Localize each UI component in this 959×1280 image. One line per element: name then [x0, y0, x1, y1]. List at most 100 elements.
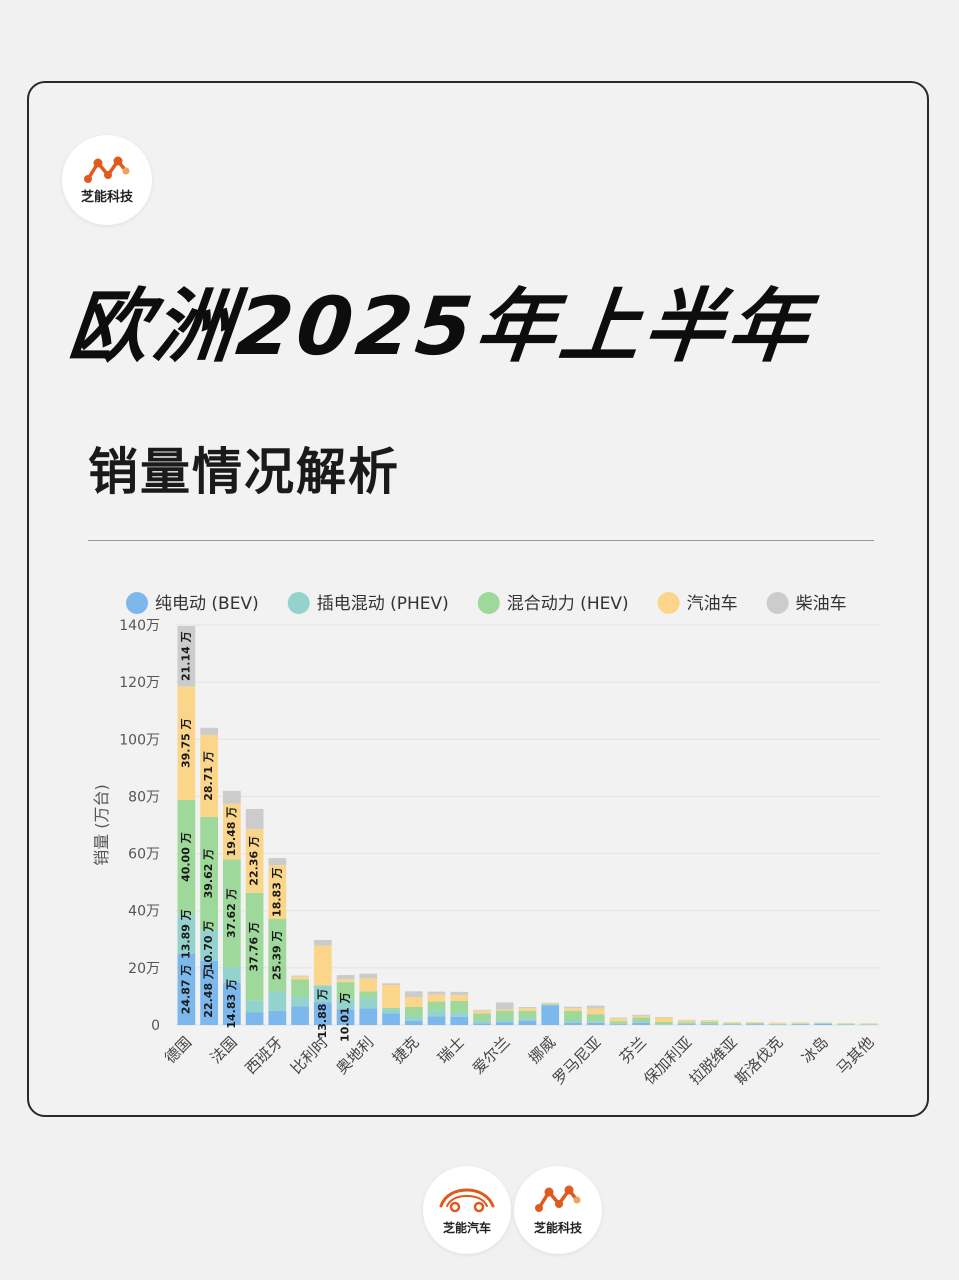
bar-segment: [746, 1024, 764, 1025]
bar-segment: [200, 960, 218, 1025]
data-label: 13.89 万: [179, 909, 192, 959]
bar-segment: [291, 979, 309, 997]
bar-segment: [404, 1007, 423, 1017]
bar-segment: [791, 1023, 810, 1024]
bar-segment: [791, 1024, 810, 1025]
bar-segment: [177, 799, 196, 915]
data-label: 40.00 万: [179, 832, 192, 882]
molecule-logo-icon: [84, 156, 130, 183]
bar-segment: [791, 1023, 810, 1025]
data-label: 24.87 万: [179, 965, 192, 1015]
data-label: 37.62 万: [225, 888, 238, 938]
bar-segment: [336, 982, 355, 1000]
bar-segment: [404, 1020, 423, 1025]
bar-segment: [427, 994, 446, 1002]
y-tick-label: 120万: [119, 675, 160, 691]
tech-brand-logo: 芝能科技: [514, 1166, 602, 1254]
bar-segment: [723, 1022, 742, 1024]
bar-segment: [609, 1024, 628, 1025]
legend-swatch: [287, 592, 310, 614]
brand-name: 芝能科技: [80, 190, 133, 205]
bar-segment: [177, 626, 196, 687]
bar-segment: [336, 999, 355, 1010]
legend-swatch: [657, 592, 680, 614]
legend-label: 纯电动 (BEV): [155, 594, 259, 614]
bar-segment: [450, 1012, 469, 1017]
bar-segment: [450, 995, 469, 1001]
bar-segment: [200, 727, 218, 735]
page-subtitle: 销量情况解析: [88, 442, 400, 501]
bar-segment: [632, 1017, 651, 1021]
bar-segment: [382, 1009, 400, 1014]
bar-segment: [837, 1023, 855, 1024]
bar-segment: [541, 1003, 560, 1005]
bar-segment: [245, 828, 264, 893]
bar-segment: [427, 1016, 446, 1025]
legend-swatch: [766, 592, 789, 614]
title-divider: [88, 540, 874, 541]
bar-segment: [404, 1017, 423, 1021]
bar-segment: [564, 1021, 582, 1023]
bar-segment: [245, 808, 264, 829]
bar-segment: [768, 1023, 787, 1024]
bar-segment: [700, 1021, 719, 1024]
bar-segment: [495, 1022, 514, 1025]
x-tick-label: 比利时: [287, 1033, 332, 1078]
bar-segment: [655, 1021, 673, 1025]
data-label: 13.88 万: [316, 989, 329, 1039]
data-label: 21.14 万: [179, 631, 192, 681]
bar-segment: [814, 1023, 833, 1024]
bar-segment: [177, 914, 196, 954]
bar-segment: [268, 858, 287, 866]
bar-segment: [677, 1024, 696, 1025]
bar-segment: [541, 1004, 560, 1006]
bar-segment: [268, 1010, 287, 1025]
bar-segment: [382, 1007, 400, 1010]
bar-segment: [473, 1020, 491, 1024]
molecule-logo-icon: [535, 1185, 581, 1212]
bar-segment: [450, 1016, 469, 1025]
bar-segment: [518, 1011, 537, 1019]
x-tick-label: 罗马尼亚: [549, 1033, 604, 1088]
bar-segment: [382, 985, 400, 1008]
data-label: 39.75 万: [179, 718, 192, 768]
bar-segment: [382, 1013, 400, 1025]
x-tick-label: 法国: [207, 1033, 241, 1067]
bar-segment: [746, 1022, 764, 1023]
bar-segment: [632, 1014, 651, 1016]
bar-segment: [427, 991, 446, 995]
bar-segment: [677, 1022, 696, 1024]
bar-segment: [518, 1018, 537, 1021]
bar-segment: [313, 985, 332, 1003]
bar-segment: [609, 1017, 628, 1019]
x-tick-label: 挪威: [525, 1033, 559, 1067]
tech-brand-name: 芝能科技: [533, 1221, 582, 1235]
bar-segment: [655, 1017, 673, 1022]
bar-segment: [700, 1020, 719, 1022]
legend-label: 混合动力 (HEV): [507, 594, 629, 614]
x-tick-label: 瑞士: [434, 1033, 468, 1067]
data-label: 28.71 万: [202, 751, 215, 801]
bar-segment: [473, 1010, 491, 1014]
y-tick-label: 100万: [119, 732, 160, 748]
brand-logo: 芝能科技: [62, 135, 152, 225]
data-label: 22.48 万: [202, 968, 215, 1018]
bar-segment: [222, 790, 241, 804]
y-tick-label: 40万: [128, 904, 160, 920]
bar-segment: [382, 983, 400, 985]
bar-segment: [495, 1009, 514, 1011]
bar-segment: [700, 1023, 719, 1025]
data-label: 10.01 万: [339, 992, 352, 1042]
bar-segment: [313, 945, 332, 986]
bar-segment: [313, 1002, 332, 1025]
bar-segment: [427, 1001, 446, 1011]
y-axis-label: 销量 (万台): [92, 784, 111, 866]
car-logo-icon: [439, 1188, 495, 1213]
bar-segment: [746, 1023, 764, 1025]
bar-segment: [359, 973, 378, 979]
bar-segment: [518, 1020, 537, 1025]
x-tick-label: 芬兰: [616, 1033, 650, 1067]
bar-segment: [427, 1010, 446, 1017]
x-tick-label: 德国: [161, 1033, 195, 1067]
data-label: 22.36 万: [248, 836, 261, 886]
